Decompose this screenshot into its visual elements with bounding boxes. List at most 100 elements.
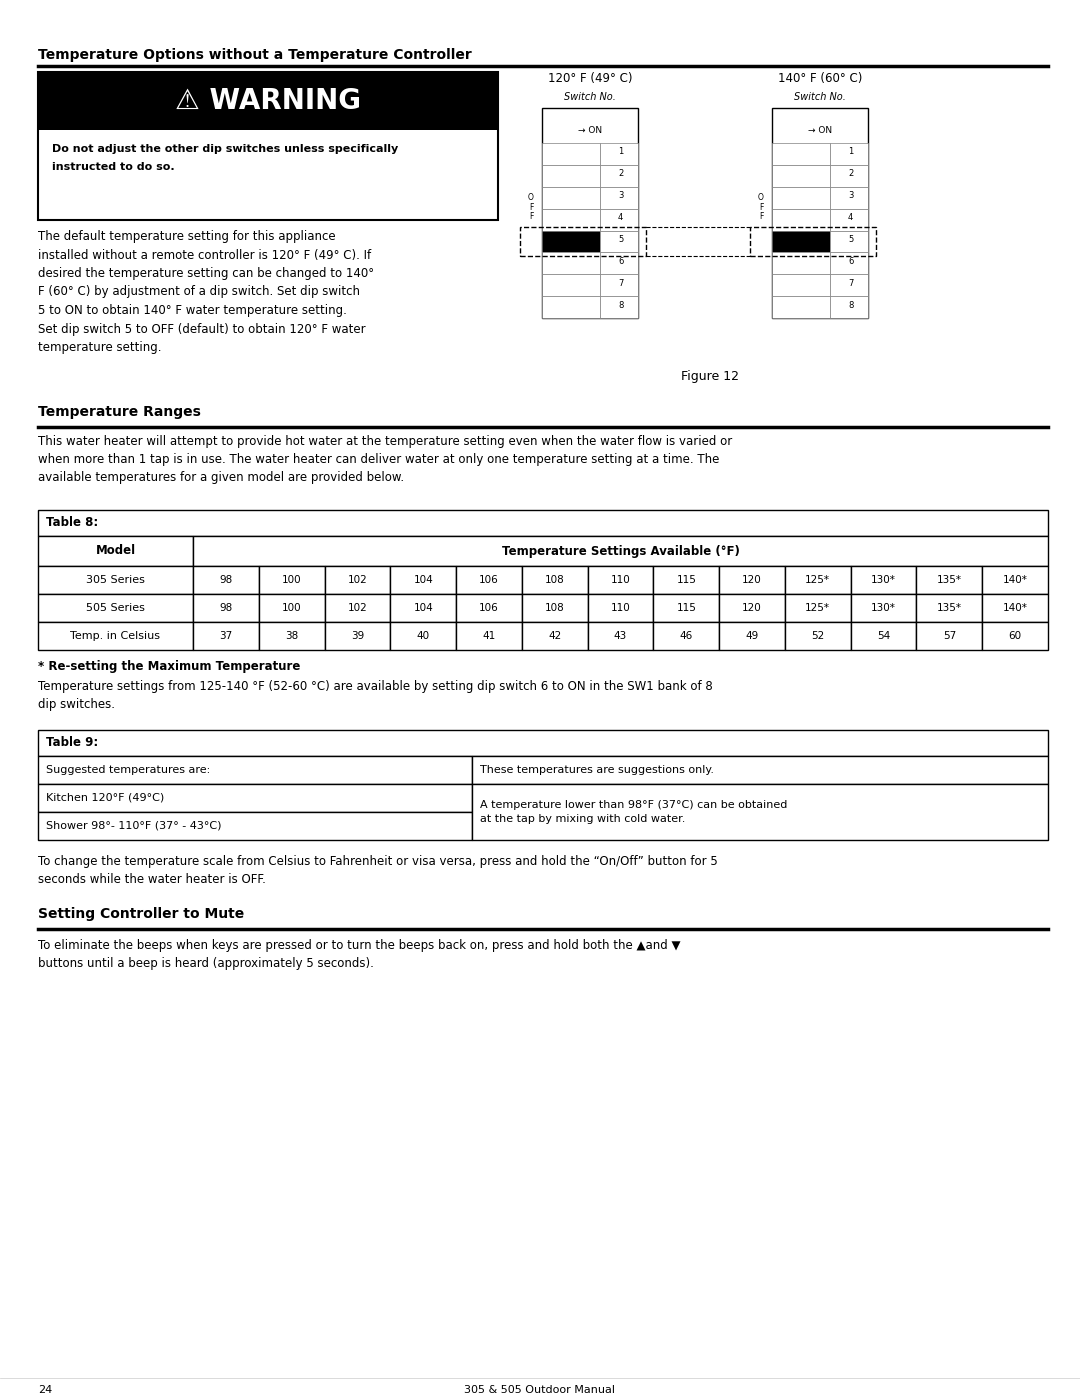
Text: 104: 104 (414, 604, 433, 613)
Bar (829, 142, 868, 165)
Bar (719, 566, 785, 594)
Text: 6: 6 (848, 257, 853, 265)
Bar (772, 253, 829, 274)
Text: 4: 4 (848, 214, 853, 222)
Bar (472, 756, 1048, 784)
Bar (829, 253, 868, 274)
Text: 42: 42 (549, 631, 562, 641)
Bar (456, 566, 522, 594)
Bar (38, 73, 498, 130)
Text: 130*: 130* (872, 576, 896, 585)
Text: O
F
F: O F F (758, 193, 764, 221)
Bar (772, 108, 868, 319)
Bar (519, 226, 646, 257)
Bar (38, 73, 498, 219)
Bar (772, 231, 829, 253)
Text: These temperatures are suggestions only.: These temperatures are suggestions only. (480, 766, 714, 775)
Text: 130*: 130* (872, 604, 896, 613)
Bar (38, 566, 193, 594)
Text: O
F
F: O F F (528, 193, 534, 221)
Bar (785, 566, 851, 594)
Text: 106: 106 (480, 576, 499, 585)
Text: 115: 115 (676, 604, 697, 613)
Text: 135*: 135* (936, 604, 962, 613)
Bar (917, 594, 982, 622)
Text: 140*: 140* (1002, 604, 1027, 613)
Text: 98: 98 (219, 576, 232, 585)
Bar (772, 187, 829, 208)
Bar (829, 296, 868, 319)
Text: 5: 5 (618, 235, 623, 244)
Bar (653, 622, 719, 650)
Text: 24: 24 (38, 1384, 52, 1396)
Bar (456, 594, 522, 622)
Bar (522, 622, 588, 650)
Text: 2: 2 (618, 169, 623, 179)
Text: Do not adjust the other dip switches unless specifically: Do not adjust the other dip switches unl… (52, 144, 399, 154)
Bar (599, 165, 638, 187)
Bar (982, 594, 1048, 622)
Text: 98: 98 (219, 604, 232, 613)
Text: Temperature Options without a Temperature Controller: Temperature Options without a Temperatur… (38, 47, 472, 61)
Bar (829, 274, 868, 296)
Bar (38, 812, 472, 840)
Text: 3: 3 (848, 191, 853, 200)
Bar (982, 622, 1048, 650)
Text: Figure 12: Figure 12 (681, 370, 739, 383)
Bar (772, 296, 829, 319)
Text: 7: 7 (848, 278, 853, 288)
Text: 43: 43 (613, 631, 627, 641)
Text: 505 Series: 505 Series (86, 604, 145, 613)
Text: 60: 60 (1009, 631, 1022, 641)
Bar (522, 594, 588, 622)
Bar (259, 622, 324, 650)
Text: This water heater will attempt to provide hot water at the temperature setting e: This water heater will attempt to provid… (38, 434, 732, 483)
Text: 46: 46 (679, 631, 693, 641)
Text: Suggested temperatures are:: Suggested temperatures are: (46, 766, 211, 775)
Bar (829, 231, 868, 253)
Text: 115: 115 (676, 576, 697, 585)
Text: 305 Series: 305 Series (86, 576, 145, 585)
Bar (390, 566, 456, 594)
Text: 120° F (49° C): 120° F (49° C) (548, 73, 632, 85)
Text: 1: 1 (618, 148, 623, 156)
Text: 8: 8 (618, 300, 623, 310)
Bar (38, 731, 1048, 756)
Bar (324, 594, 390, 622)
Bar (472, 784, 1048, 840)
Bar (324, 622, 390, 650)
Bar (38, 536, 193, 566)
Text: * Re-setting the Maximum Temperature: * Re-setting the Maximum Temperature (38, 659, 300, 673)
Text: 7: 7 (618, 278, 623, 288)
Bar (588, 622, 653, 650)
Text: 125*: 125* (806, 576, 831, 585)
Bar (324, 566, 390, 594)
Bar (390, 622, 456, 650)
Text: 39: 39 (351, 631, 364, 641)
Text: Table 9:: Table 9: (46, 736, 98, 750)
Text: 135*: 135* (936, 576, 962, 585)
Text: 3: 3 (618, 191, 623, 200)
Bar (542, 296, 599, 319)
Bar (599, 274, 638, 296)
Text: Switch No.: Switch No. (794, 92, 846, 102)
Bar (599, 187, 638, 208)
Bar (193, 536, 1048, 566)
Text: instructed to do so.: instructed to do so. (52, 162, 175, 172)
Bar (719, 622, 785, 650)
Text: Temperature settings from 125-140 °F (52-60 °C) are available by setting dip swi: Temperature settings from 125-140 °F (52… (38, 680, 713, 711)
Text: 140° F (60° C): 140° F (60° C) (778, 73, 862, 85)
Bar (599, 142, 638, 165)
Text: Temp. in Celsius: Temp. in Celsius (70, 631, 161, 641)
Bar (193, 594, 259, 622)
Text: → ON: → ON (808, 126, 832, 136)
Bar (599, 208, 638, 231)
Text: Temperature Ranges: Temperature Ranges (38, 405, 201, 419)
Bar (542, 274, 599, 296)
Text: Table 8:: Table 8: (46, 517, 98, 529)
Text: To eliminate the beeps when keys are pressed or to turn the beeps back on, press: To eliminate the beeps when keys are pre… (38, 939, 680, 970)
Bar (193, 622, 259, 650)
Bar (38, 784, 472, 812)
Bar (829, 208, 868, 231)
Text: Kitchen 120°F (49°C): Kitchen 120°F (49°C) (46, 793, 164, 803)
